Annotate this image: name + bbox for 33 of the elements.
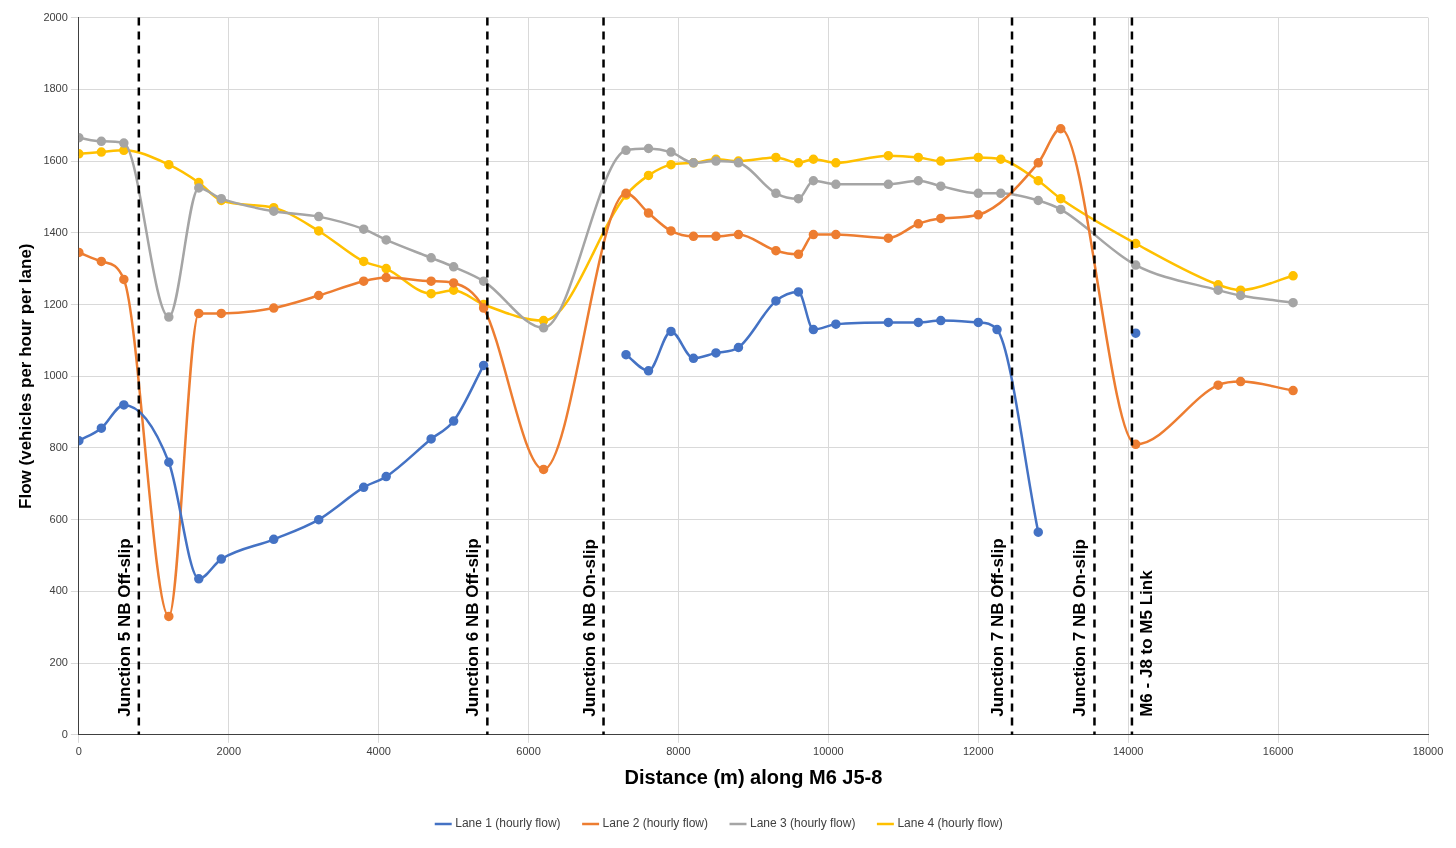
x-tick-label: 12000 xyxy=(962,745,994,758)
x-tick-label: 10000 xyxy=(813,745,844,758)
y-tick-label: 1000 xyxy=(43,369,68,382)
ref-line-label: Junction 5 NB Off-slip xyxy=(114,538,134,717)
ref-line-label: Junction 6 NB On-slip xyxy=(579,539,599,717)
x-tick-label: 6000 xyxy=(516,745,541,758)
ref-line-label: Junction 7 NB On-slip xyxy=(1070,539,1090,717)
legend-label: Lane 4 (hourly flow) xyxy=(897,816,1003,831)
legend-label: Lane 3 (hourly flow) xyxy=(750,816,856,831)
y-tick-label: 800 xyxy=(49,440,68,453)
legend-label: Lane 1 (hourly flow) xyxy=(455,816,561,831)
ref-line-label: M6 - J8 to M5 Link xyxy=(1136,569,1156,717)
ref-line-label: Junction 6 NB Off-slip xyxy=(463,538,483,717)
y-tick-label: 1400 xyxy=(43,225,68,238)
ref-line-label: Junction 7 NB Off-slip xyxy=(988,538,1008,717)
x-tick-label: 18000 xyxy=(1412,745,1444,758)
y-tick-label: 400 xyxy=(49,584,68,597)
y-tick-label: 2000 xyxy=(43,10,68,23)
x-tick-label: 14000 xyxy=(1112,745,1144,758)
x-tick-label: 2000 xyxy=(216,745,242,758)
y-tick-label: 1200 xyxy=(43,297,68,310)
y-axis-title: Flow (vehicles per hour per lane) xyxy=(15,243,35,509)
x-axis-title: Distance (m) along M6 J5-8 xyxy=(624,765,883,788)
x-tick-label: 16000 xyxy=(1262,745,1294,758)
y-tick-label: 600 xyxy=(49,512,68,525)
x-tick-label: 4000 xyxy=(366,745,391,758)
x-tick-label: 0 xyxy=(75,745,82,758)
legend-label: Lane 2 (hourly flow) xyxy=(602,816,708,831)
y-tick-label: 0 xyxy=(61,727,68,740)
y-tick-label: 200 xyxy=(49,656,68,669)
x-tick-label: 8000 xyxy=(666,745,691,758)
y-tick-label: 1600 xyxy=(43,154,68,167)
y-tick-label: 1800 xyxy=(43,82,68,95)
